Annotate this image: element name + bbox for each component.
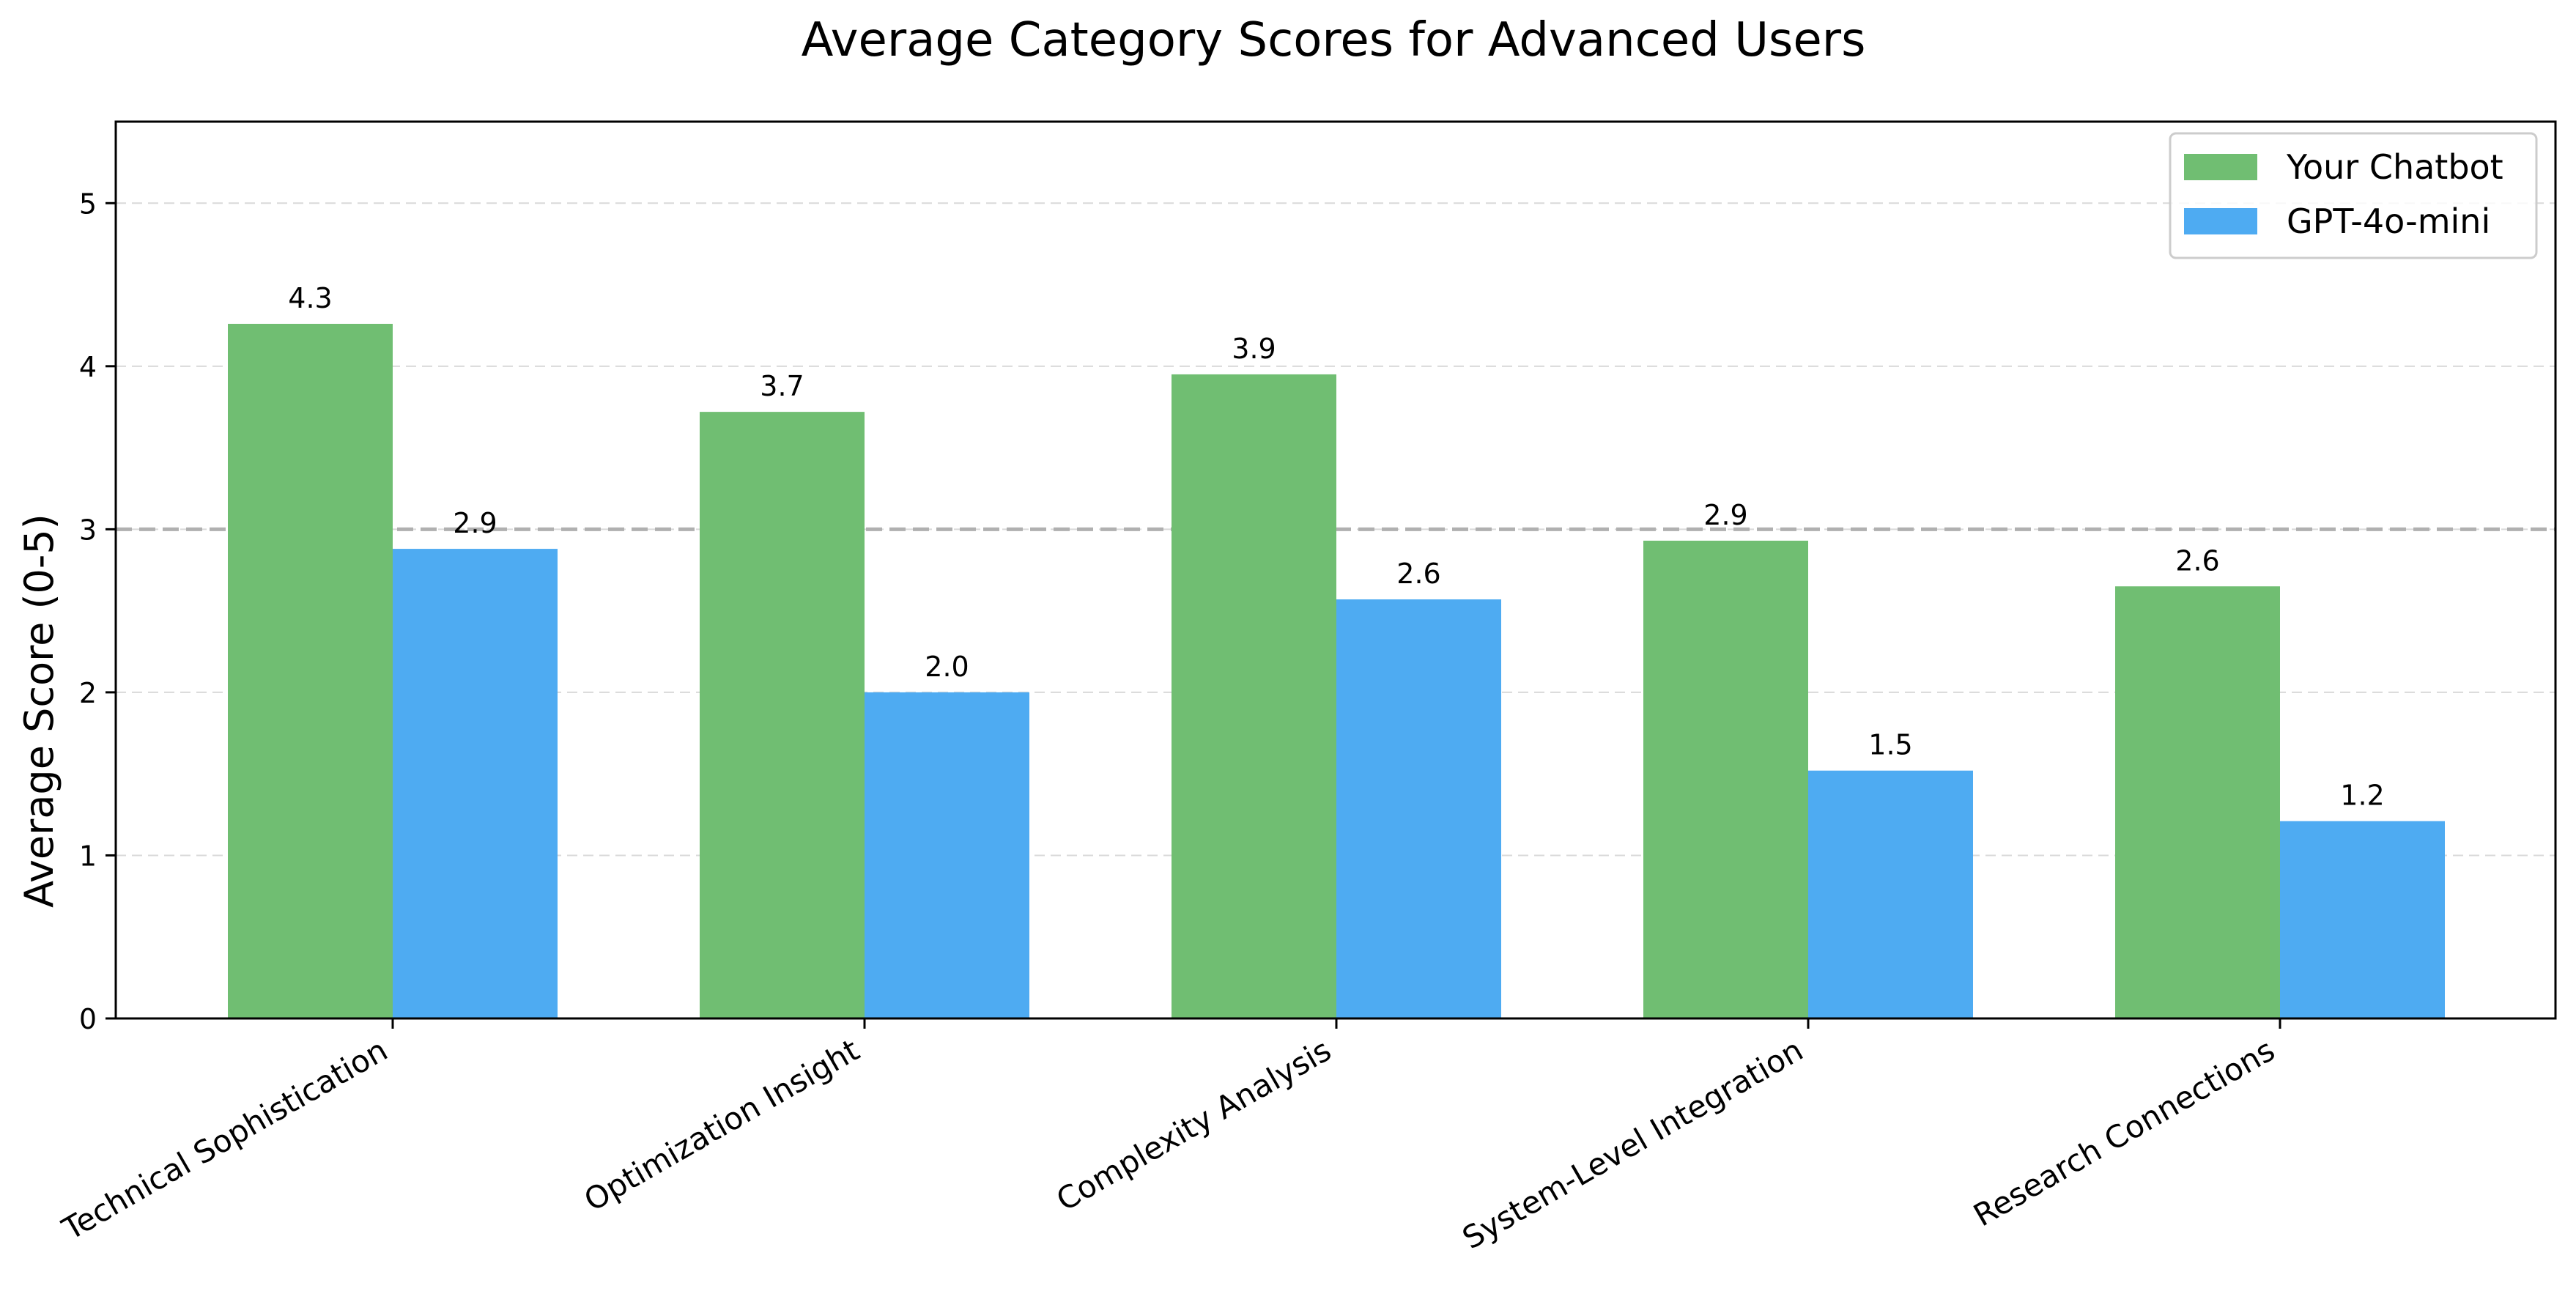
data-label-gpt-4o-mini-system-level-integration: 1.5 [1868,729,1912,761]
bars [228,323,2445,1019]
legend-label-your-chatbot: Your Chatbot [2286,147,2503,187]
legend-swatch-gpt-4o-mini [2184,208,2257,234]
bar-gpt-4o-mini-complexity-analysis [1336,599,1501,1018]
y-tick-label-2: 2 [79,677,97,709]
y-tick-label-4: 4 [79,351,97,383]
data-label-gpt-4o-mini-research-connections: 1.2 [2340,780,2384,812]
bar-gpt-4o-mini-system-level-integration [1808,770,1973,1018]
legend-swatch-your-chatbot [2184,154,2257,180]
bar-your-chatbot-technical-sophistication [228,323,393,1018]
y-axis: 0 1 2 3 4 5 [79,188,116,1035]
bar-your-chatbot-research-connections [2115,586,2280,1018]
data-label-your-chatbot-research-connections: 2.6 [2175,544,2219,577]
y-tick-label-0: 0 [79,1003,97,1035]
data-label-your-chatbot-optimization-insight: 3.7 [760,370,804,402]
bar-your-chatbot-optimization-insight [700,412,865,1018]
bar-gpt-4o-mini-technical-sophistication [393,549,558,1018]
y-tick-label-5: 5 [79,188,97,220]
data-label-your-chatbot-technical-sophistication: 4.3 [288,282,332,314]
y-axis-title: Average Score (0-5) [16,514,62,908]
y-tick-label-1: 1 [79,840,97,872]
chart-title: Average Category Scores for Advanced Use… [802,13,1866,67]
bar-gpt-4o-mini-research-connections [2280,821,2445,1018]
bar-your-chatbot-complexity-analysis [1172,374,1336,1019]
legend: Your Chatbot GPT-4o-mini [2169,132,2538,259]
data-label-gpt-4o-mini-optimization-insight: 2.0 [925,651,969,683]
data-labels: 4.3 2.9 3.7 2.0 3.9 2.6 2.9 1.5 2.6 1.2 [288,282,2384,812]
legend-label-gpt-4o-mini: GPT-4o-mini [2287,201,2490,241]
data-label-gpt-4o-mini-technical-sophistication: 2.9 [453,507,497,539]
legend-frame [2169,132,2538,259]
data-label-gpt-4o-mini-complexity-analysis: 2.6 [1396,558,1440,590]
data-label-your-chatbot-complexity-analysis: 3.9 [1232,333,1276,365]
y-tick-label-3: 3 [79,514,97,546]
bar-gpt-4o-mini-optimization-insight [865,692,1029,1018]
bar-your-chatbot-system-level-integration [1643,540,1808,1018]
data-label-your-chatbot-system-level-integration: 2.9 [1703,499,1747,531]
